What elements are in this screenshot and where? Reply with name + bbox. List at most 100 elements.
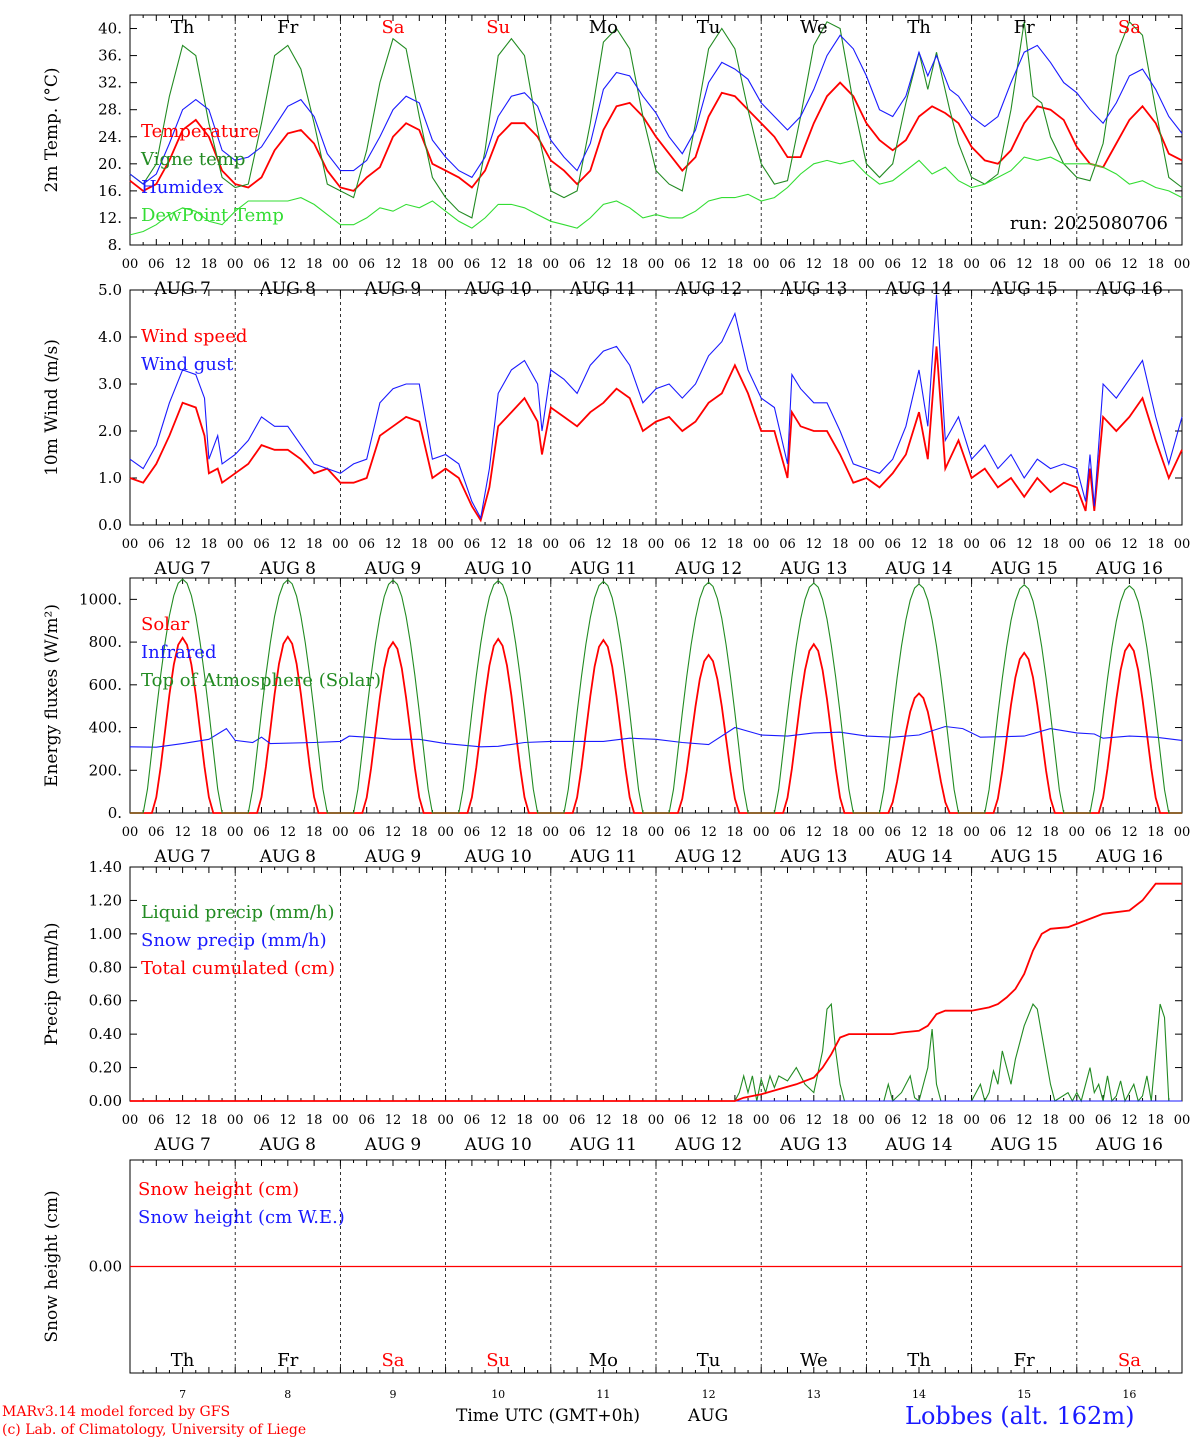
- hour-label: 06: [990, 257, 1007, 272]
- hour-label: 06: [674, 257, 691, 272]
- day-number-label: 16: [1122, 1388, 1136, 1401]
- hour-label: 18: [306, 537, 323, 552]
- y-tick-label: 0.80: [89, 958, 122, 976]
- hour-label: 12: [1121, 257, 1138, 272]
- hour-label: 06: [674, 537, 691, 552]
- hour-label: 00: [963, 1113, 980, 1128]
- hour-label: 12: [700, 537, 717, 552]
- day-date-label: AUG 7: [153, 847, 210, 867]
- hour-label: 12: [911, 537, 928, 552]
- run-label: run: 2025080706: [1010, 213, 1168, 234]
- day-number-label: 8: [284, 1388, 291, 1401]
- weekday-label: Su: [486, 1350, 510, 1371]
- legend-entry: Snow precip (mm/h): [141, 930, 327, 951]
- hour-label: 18: [201, 1113, 218, 1128]
- day-date-label: AUG 10: [464, 1135, 532, 1155]
- hour-label: 00: [437, 537, 454, 552]
- hour-label: 18: [832, 1113, 849, 1128]
- hour-label: 12: [385, 1113, 402, 1128]
- day-number-label: 9: [390, 1388, 397, 1401]
- hour-label: 00: [753, 825, 770, 840]
- hour-label: 00: [858, 537, 875, 552]
- hour-label: 00: [648, 1113, 665, 1128]
- y-tick-label: 16.: [98, 182, 122, 200]
- day-date-label: AUG 11: [569, 279, 637, 299]
- weekday-label: Fr: [1014, 17, 1035, 38]
- panel-5: 0.00 Snow height (cm) Snow height (cm) Snow…: [42, 1159, 1183, 1374]
- hour-label: 18: [1147, 1113, 1164, 1128]
- hour-label: 12: [806, 537, 823, 552]
- series-line: [129, 156, 1183, 236]
- hour-label: 18: [727, 257, 744, 272]
- hour-label: 00: [1174, 1113, 1191, 1128]
- day-date-label: AUG 7: [153, 559, 210, 579]
- hour-label: 06: [779, 1113, 796, 1128]
- y-tick-label: 800.: [89, 633, 122, 651]
- y-axis-title: Precip (mm/h): [42, 922, 62, 1045]
- series-line: [129, 81, 1183, 192]
- series-line: [129, 725, 1183, 748]
- hour-label: 18: [937, 825, 954, 840]
- hour-label: 00: [1174, 825, 1191, 840]
- hour-label: 12: [1016, 537, 1033, 552]
- hour-label: 18: [937, 537, 954, 552]
- hour-label: 18: [1147, 825, 1164, 840]
- hour-label: 06: [358, 257, 375, 272]
- hour-label: 12: [806, 1113, 823, 1128]
- day-date-label: AUG 8: [259, 559, 316, 579]
- day-date-label: AUG 15: [990, 1135, 1058, 1155]
- hour-label: 00: [543, 825, 560, 840]
- hour-label: 12: [1121, 1113, 1138, 1128]
- hour-label: 18: [1147, 537, 1164, 552]
- hour-label: 06: [358, 825, 375, 840]
- day-date-label: AUG 15: [990, 559, 1058, 579]
- legend-entry: Infrared: [141, 642, 216, 663]
- day-number-label: 11: [596, 1388, 610, 1401]
- series-line: [130, 882, 1182, 1102]
- day-date-label: AUG 10: [464, 847, 532, 867]
- hour-label: 12: [806, 257, 823, 272]
- series-line: [129, 20, 1183, 219]
- hour-label: 00: [437, 825, 454, 840]
- hour-label: 06: [148, 1113, 165, 1128]
- day-date-label: AUG 11: [569, 559, 637, 579]
- hour-label: 00: [332, 257, 349, 272]
- hour-label: 06: [1095, 537, 1112, 552]
- hour-label: 12: [174, 537, 191, 552]
- hour-label: 00: [858, 825, 875, 840]
- weekday-label: Mo: [589, 17, 618, 38]
- day-date-label: AUG 14: [884, 279, 952, 299]
- hour-label: 18: [621, 1113, 638, 1128]
- hour-label: 06: [569, 1113, 586, 1128]
- hour-label: 06: [464, 1113, 481, 1128]
- day-date-label: AUG 7: [153, 279, 210, 299]
- hour-label: 12: [911, 257, 928, 272]
- hour-label: 00: [1069, 257, 1086, 272]
- hour-label: 00: [332, 537, 349, 552]
- hour-label: 06: [1095, 825, 1112, 840]
- y-tick-label: 40.: [98, 20, 122, 38]
- hour-label: 18: [832, 257, 849, 272]
- hour-label: 00: [543, 537, 560, 552]
- hour-label: 12: [280, 257, 297, 272]
- day-date-label: AUG 14: [884, 1135, 952, 1155]
- hour-label: 12: [385, 257, 402, 272]
- legend-entry: Snow height (cm): [138, 1179, 299, 1200]
- hour-label: 00: [122, 1113, 139, 1128]
- hour-label: 06: [253, 825, 270, 840]
- hour-label: 18: [411, 1113, 428, 1128]
- panel-3: 0. 200. 400. 600. 800. 1000. Energy fluxes (W/…: [42, 577, 1191, 867]
- y-tick-label: 1000.: [79, 590, 122, 608]
- hour-label: 18: [1042, 537, 1059, 552]
- day-date-label: AUG 11: [569, 847, 637, 867]
- weekday-label: Tu: [697, 1350, 721, 1371]
- hour-label: 00: [437, 257, 454, 272]
- hour-label: 00: [1174, 537, 1191, 552]
- day-date-label: AUG 10: [464, 559, 532, 579]
- y-tick-label: 32.: [98, 74, 122, 92]
- hour-label: 12: [595, 825, 612, 840]
- y-tick-label: 12.: [98, 209, 122, 227]
- hour-label: 00: [963, 257, 980, 272]
- hour-label: 06: [253, 257, 270, 272]
- day-date-label: AUG 12: [674, 847, 742, 867]
